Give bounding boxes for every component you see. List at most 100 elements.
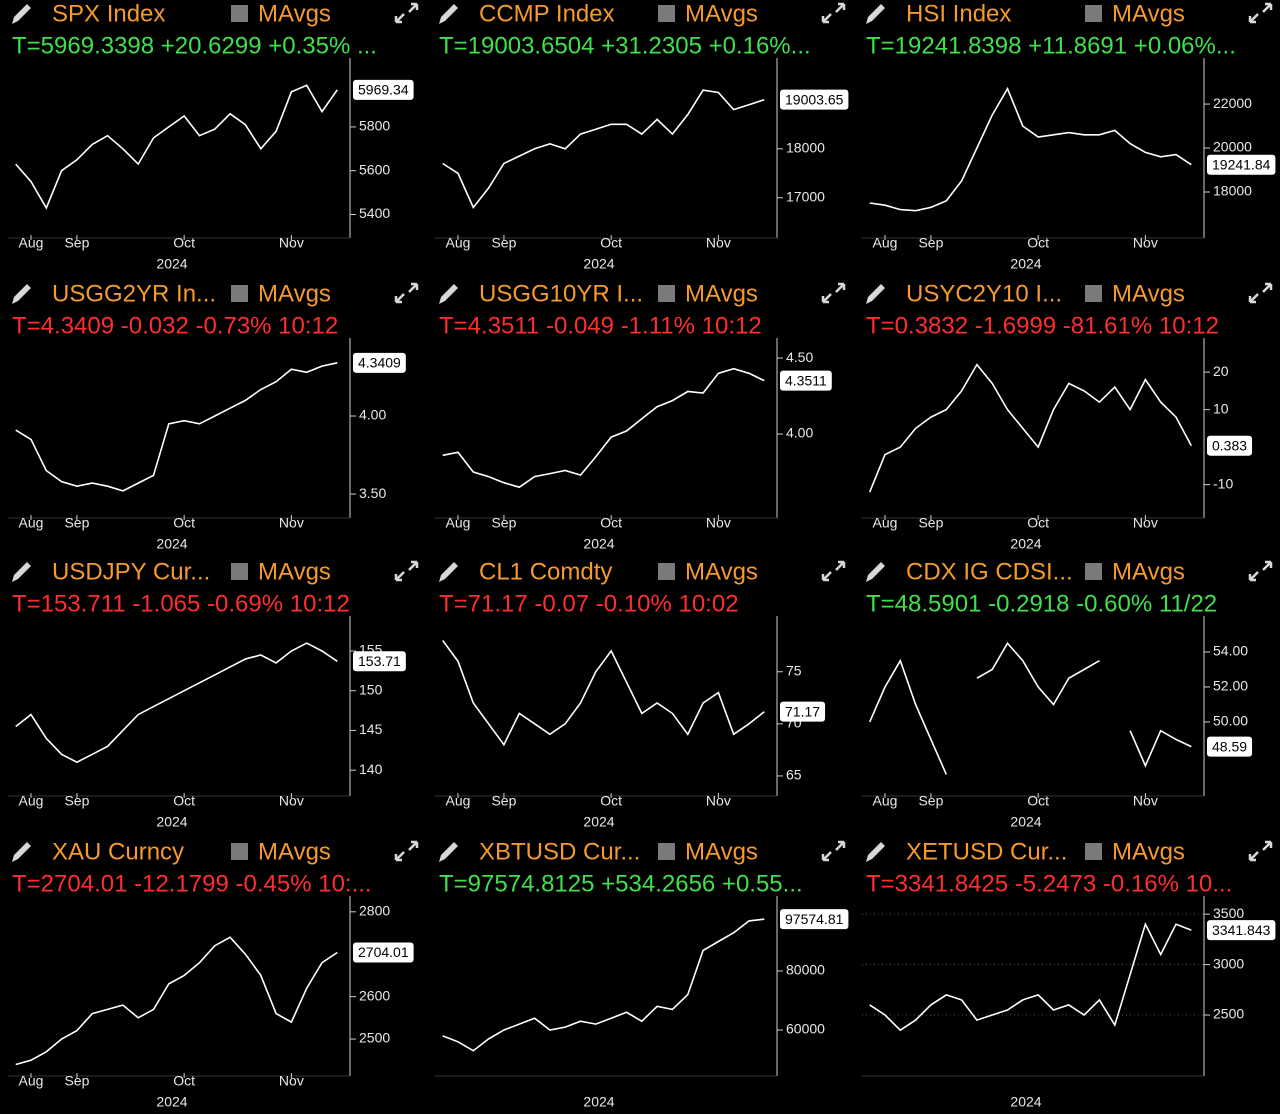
chart-panel: XETUSD Cur... MAvgs T=3341.8425 -5.2473 -0… [862, 838, 1276, 1110]
toggle-box[interactable] [231, 843, 248, 860]
expand-icon[interactable] [821, 2, 846, 24]
x-tick-label: Oct [1027, 793, 1049, 809]
x-axis-year: 2024 [156, 256, 187, 272]
edit-icon[interactable] [439, 284, 458, 304]
x-tick-label: Aug [446, 235, 471, 251]
y-tick-label: 50.00 [1213, 713, 1248, 729]
edit-icon[interactable] [866, 842, 885, 862]
x-tick-label: Nov [279, 793, 304, 809]
ticker[interactable]: HSI Index [906, 0, 1011, 27]
mavgs-button[interactable]: MAvgs [258, 838, 331, 865]
expand-icon[interactable] [1248, 282, 1273, 304]
edit-icon[interactable] [12, 842, 31, 862]
toggle-box[interactable] [1085, 843, 1102, 860]
quote: T=3341.8425 -5.2473 -0.16% 10... [866, 870, 1232, 897]
expand-icon[interactable] [1248, 2, 1273, 24]
ticker[interactable]: USDJPY Cur... [52, 558, 210, 585]
expand-icon[interactable] [821, 840, 846, 862]
chart-panel: USGG10YR I... MAvgs T=4.3511 -0.049 -1.11%… [435, 280, 846, 552]
y-tick-label: 2500 [359, 1030, 390, 1046]
toggle-box[interactable] [658, 563, 675, 580]
price-line [868, 658, 948, 775]
last-value-tag [780, 89, 849, 110]
toggle-box[interactable] [658, 843, 675, 860]
quote: T=97574.8125 +534.2656 +0.55... [439, 870, 803, 897]
x-tick-label: Oct [173, 515, 195, 531]
quote: T=71.17 -0.07 -0.10% 10:02 [439, 590, 739, 617]
ticker[interactable]: SPX Index [52, 0, 165, 27]
edit-icon[interactable] [12, 562, 31, 582]
price-line [869, 86, 1192, 212]
mavgs-button[interactable]: MAvgs [685, 558, 758, 585]
toggle-box[interactable] [658, 285, 675, 302]
edit-icon[interactable] [439, 4, 458, 24]
x-tick-label: Oct [173, 235, 195, 251]
expand-icon[interactable] [394, 2, 419, 24]
edit-icon[interactable] [866, 562, 885, 582]
mavgs-button[interactable]: MAvgs [258, 558, 331, 585]
toggle-box[interactable] [1085, 285, 1102, 302]
ticker[interactable]: XETUSD Cur... [906, 838, 1067, 865]
mavgs-button[interactable]: MAvgs [685, 280, 758, 307]
edit-icon[interactable] [12, 284, 31, 304]
expand-icon[interactable] [394, 560, 419, 582]
chart-panel: USDJPY Cur... MAvgs T=153.711 -1.065 -0.69… [8, 558, 419, 830]
mavgs-button[interactable]: MAvgs [1112, 558, 1185, 585]
y-tick-label: 52.00 [1213, 678, 1248, 694]
mavgs-button[interactable]: MAvgs [1112, 0, 1185, 27]
edit-icon[interactable] [439, 562, 458, 582]
price-line [442, 640, 765, 747]
mavgs-button[interactable]: MAvgs [685, 0, 758, 27]
expand-icon[interactable] [394, 840, 419, 862]
ticker[interactable]: XAU Curncy [52, 838, 184, 865]
edit-icon[interactable] [866, 284, 885, 304]
price-line [15, 936, 338, 1066]
toggle-box[interactable] [231, 285, 248, 302]
mavgs-button[interactable]: MAvgs [685, 838, 758, 865]
edit-icon[interactable] [12, 4, 31, 24]
last-value-label: 19003.65 [785, 91, 844, 107]
last-value-tag [1207, 736, 1253, 757]
expand-icon[interactable] [1248, 560, 1273, 582]
mavgs-button[interactable]: MAvgs [1112, 838, 1185, 865]
y-tick-label: 10 [1213, 400, 1229, 416]
edit-icon[interactable] [866, 4, 885, 24]
quote: T=153.711 -1.065 -0.69% 10:12 [12, 590, 350, 617]
x-tick-label: Oct [1027, 235, 1049, 251]
expand-icon[interactable] [821, 282, 846, 304]
price-line [442, 89, 765, 210]
y-tick-label: 5400 [359, 205, 390, 221]
expand-icon[interactable] [1248, 840, 1273, 862]
quote: T=19003.6504 +31.2305 +0.16%... [439, 32, 811, 59]
expand-icon[interactable] [394, 282, 419, 304]
x-axis-year: 2024 [1010, 256, 1041, 272]
ticker[interactable]: CCMP Index [479, 0, 615, 27]
expand-icon[interactable] [821, 560, 846, 582]
x-tick-label: Nov [279, 235, 304, 251]
x-tick-label: Sep [491, 515, 516, 531]
y-tick-label: 54.00 [1213, 643, 1248, 659]
last-value-tag [780, 701, 826, 722]
toggle-box[interactable] [1085, 563, 1102, 580]
edit-icon[interactable] [439, 842, 458, 862]
ticker[interactable]: CL1 Comdty [479, 558, 612, 585]
y-tick-label: 4.50 [786, 349, 813, 365]
mavgs-button[interactable]: MAvgs [258, 280, 331, 307]
toggle-box[interactable] [231, 563, 248, 580]
y-tick-label: 80000 [786, 962, 825, 978]
x-axis-year: 2024 [583, 256, 614, 272]
ticker[interactable]: USGG2YR In... [52, 280, 216, 307]
toggle-box[interactable] [658, 5, 675, 22]
ticker[interactable]: XBTUSD Cur... [479, 838, 640, 865]
chart-panel: HSI Index MAvgs T=19241.8398 +11.8691 +0.0… [862, 0, 1276, 272]
toggle-box[interactable] [231, 5, 248, 22]
ticker[interactable]: USGG10YR I... [479, 280, 643, 307]
toggle-box[interactable] [1085, 5, 1102, 22]
mavgs-button[interactable]: MAvgs [1112, 280, 1185, 307]
mavgs-button[interactable]: MAvgs [258, 0, 331, 27]
ticker[interactable]: USYC2Y10 I... [906, 280, 1062, 307]
y-tick-label: 20 [1213, 363, 1229, 379]
ticker[interactable]: CDX IG CDSI... [906, 558, 1073, 585]
quote: T=5969.3398 +20.6299 +0.35% ... [12, 32, 377, 59]
